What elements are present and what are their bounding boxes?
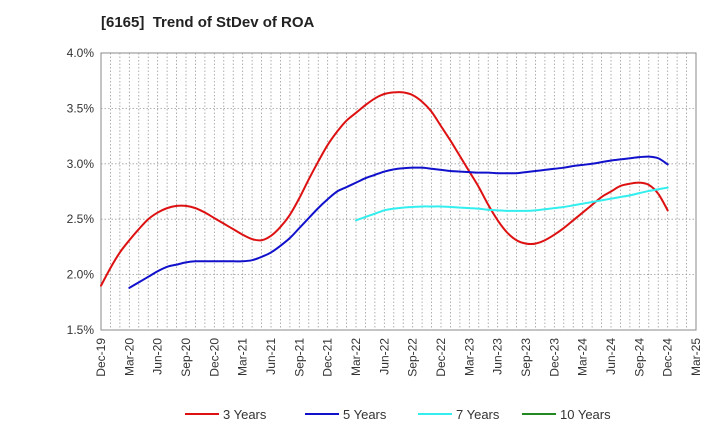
y-tick-label: 3.5% xyxy=(67,101,95,115)
x-tick-label: Dec-24 xyxy=(661,338,675,377)
legend-label: 10 Years xyxy=(560,407,611,422)
x-tick-label: Jun-23 xyxy=(491,338,505,375)
x-tick-label: Sep-24 xyxy=(632,338,646,377)
chart-title: [6165] Trend of StDev of ROA xyxy=(101,14,315,31)
legend-label: 3 Years xyxy=(223,407,267,422)
y-tick-label: 1.5% xyxy=(67,323,95,337)
x-tick-label: Sep-20 xyxy=(179,338,193,377)
x-tick-label: Mar-25 xyxy=(689,338,703,376)
series-lines xyxy=(100,91,669,289)
x-tick-label: Dec-19 xyxy=(94,338,108,377)
legend-label: 5 Years xyxy=(343,407,387,422)
x-tick-label: Dec-21 xyxy=(321,338,335,377)
y-tick-label: 2.5% xyxy=(67,212,95,226)
series-line-2 xyxy=(128,155,669,289)
y-tick-label: 4.0% xyxy=(67,46,95,60)
plot-background xyxy=(101,53,696,330)
y-axis: 1.5% 2.0% 2.5% 3.0% 3.5% 4.0% xyxy=(67,46,95,337)
x-tick-label: Mar-23 xyxy=(462,338,476,376)
grid xyxy=(101,53,696,330)
legend-label: 7 Years xyxy=(456,407,500,422)
x-tick-label: Dec-22 xyxy=(434,338,448,377)
series-line-3 xyxy=(355,186,669,222)
x-axis: Dec-19 Mar-20 Jun-20 Sep-20 Dec-20 Mar-21 Jun-… xyxy=(94,338,703,377)
legend: 3 Years 5 Years 7 Years 10 Years xyxy=(185,407,611,422)
x-tick-label: Jun-20 xyxy=(151,338,165,375)
x-tick-label: Dec-23 xyxy=(547,338,561,377)
x-tick-label: Sep-22 xyxy=(406,338,420,377)
x-tick-label: Jun-21 xyxy=(264,338,278,375)
x-tick-label: Sep-23 xyxy=(519,338,533,377)
x-tick-label: Mar-24 xyxy=(576,338,590,376)
y-tick-label: 2.0% xyxy=(67,268,95,282)
x-tick-label: Jun-22 xyxy=(377,338,391,375)
x-tick-label: Mar-21 xyxy=(236,338,250,376)
plot-area xyxy=(100,52,697,331)
y-tick-label: 3.0% xyxy=(67,157,95,171)
x-tick-label: Jun-24 xyxy=(604,338,618,375)
x-tick-label: Dec-20 xyxy=(207,338,221,377)
x-tick-label: Mar-20 xyxy=(122,338,136,376)
series-line-1 xyxy=(100,91,669,287)
x-tick-label: Sep-21 xyxy=(292,338,306,377)
x-tick-label: Mar-22 xyxy=(349,338,363,376)
plot-border xyxy=(100,52,697,331)
